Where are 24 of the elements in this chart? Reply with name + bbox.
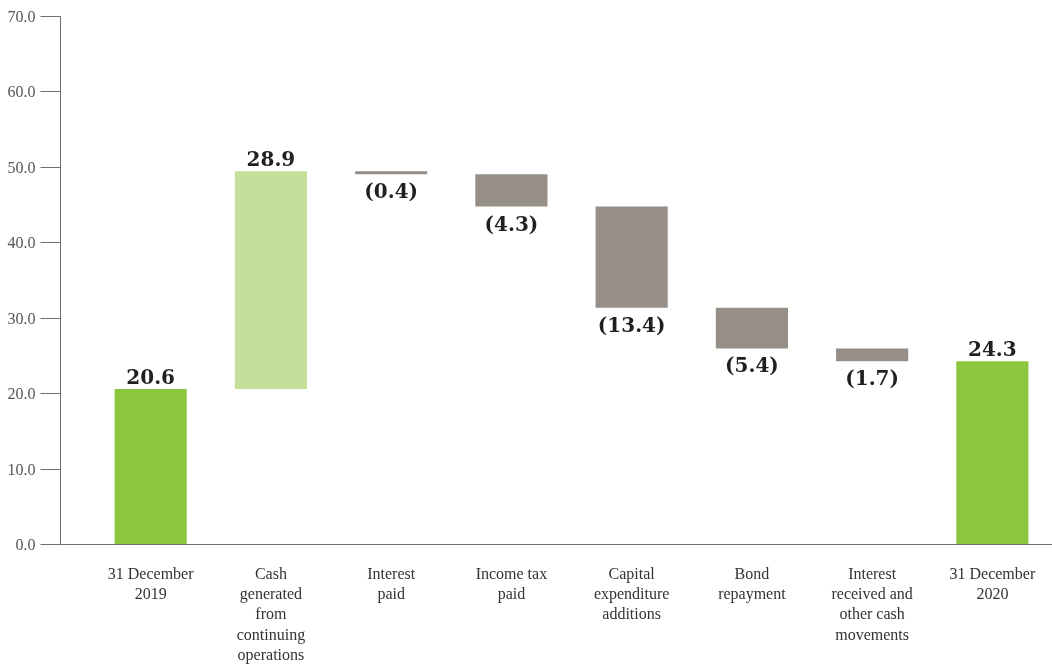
y-tick-label: 10.0 (7, 460, 36, 478)
data-label: 28.9 (246, 147, 296, 172)
x-tick-label: 31 December 2020 (949, 564, 1036, 602)
y-tick-label: 0.0 (15, 536, 36, 553)
data-label: (4.3) (484, 211, 539, 236)
y-tick-label: 70.0 (7, 8, 36, 25)
y-tick-label: 20.0 (7, 385, 36, 403)
x-tick-label: 31 December 2019 (107, 564, 195, 602)
data-label: (13.4) (597, 312, 666, 337)
x-tick-label: Interest received and other cash movements (831, 564, 913, 643)
x-tick-label: Capital expenditure additions (593, 564, 670, 623)
x-tick-label: Interest paid (367, 564, 416, 603)
data-label: (0.4) (364, 179, 419, 204)
data-label: (5.4) (725, 353, 779, 378)
x-tick-label: Bond repayment (718, 564, 787, 603)
y-tick-label: 60.0 (7, 83, 36, 101)
x-tick-label: Cash generated from continuing operations (236, 564, 306, 665)
y-tick-label: 30.0 (7, 309, 36, 327)
y-tick-label: 40.0 (7, 234, 36, 252)
data-label: 20.6 (126, 365, 176, 390)
y-tick-label: 50.0 (7, 158, 36, 176)
data-label: (1.7) (845, 366, 900, 391)
data-label: 24.3 (968, 337, 1017, 362)
x-tick-label: Income tax paid (475, 564, 548, 603)
